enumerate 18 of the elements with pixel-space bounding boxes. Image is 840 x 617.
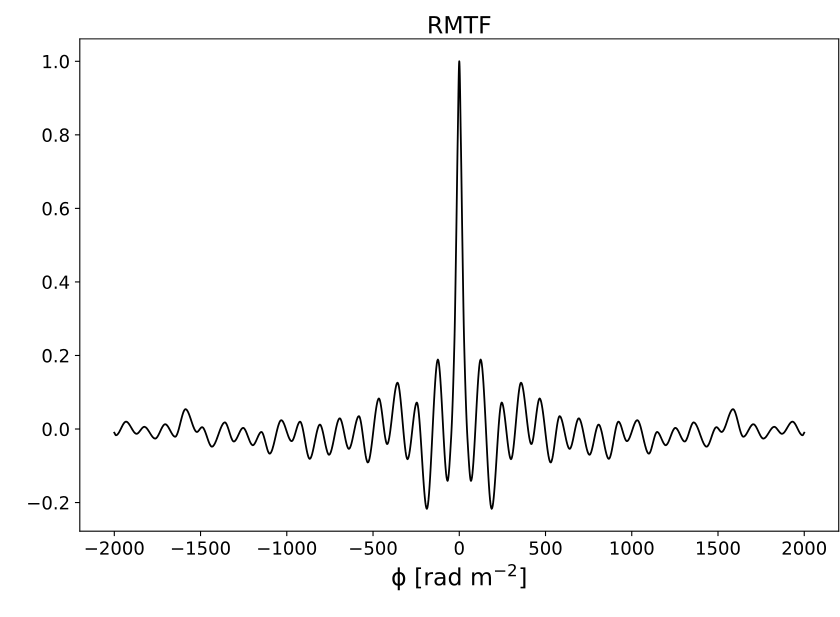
y-tick-label: 0.0	[42, 422, 69, 436]
y-tick-label: −0.2	[28, 496, 68, 510]
y-tick-label: 0.8	[42, 128, 69, 142]
x-tick-label: −1500	[172, 541, 230, 555]
y-tick-label: 0.6	[42, 202, 69, 216]
y-tick-label: 0.2	[42, 348, 68, 363]
x-tick-label: 500	[530, 541, 562, 555]
x-tick-label: 1000	[610, 541, 654, 555]
x-tick-label: 1500	[697, 541, 740, 555]
x-axis-title: ϕ [rad m$^{−2}$]	[392, 564, 526, 590]
y-tick-label: 0.4	[42, 275, 70, 290]
x-tick-label: 0	[454, 541, 464, 555]
x-tick-label: −2000	[86, 541, 144, 555]
chart-title: RMTF	[429, 16, 490, 34]
x-tick-label: −500	[350, 541, 397, 555]
y-tick-label: 1.0	[43, 54, 69, 68]
x-tick-label: 2000	[782, 541, 826, 555]
x-tick-label: −1000	[258, 541, 316, 555]
